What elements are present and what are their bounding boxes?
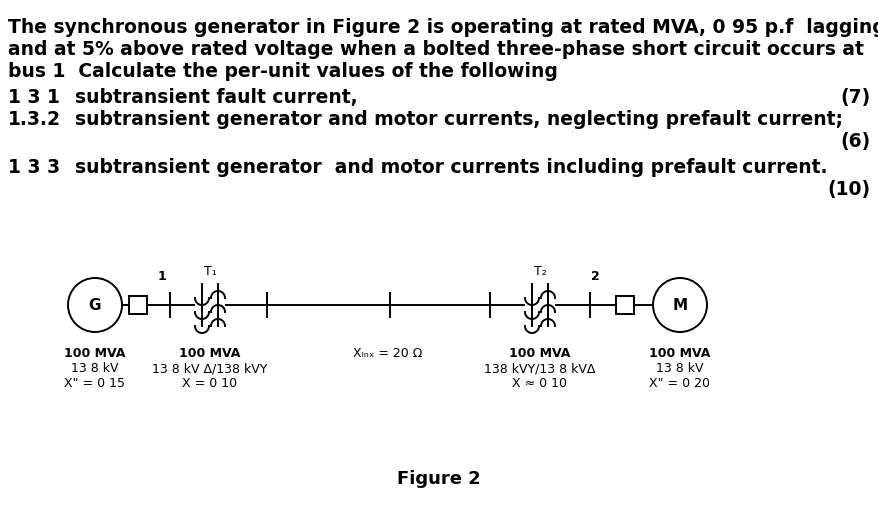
Text: 1: 1 xyxy=(157,270,166,283)
Text: bus 1  Calculate the per-unit values of the following: bus 1 Calculate the per-unit values of t… xyxy=(8,62,558,81)
Bar xyxy=(129,296,147,314)
Text: X = 0 10: X = 0 10 xyxy=(183,377,237,390)
Text: 13 8 kV: 13 8 kV xyxy=(656,362,703,375)
Text: (10): (10) xyxy=(827,180,870,199)
Text: 100 MVA: 100 MVA xyxy=(179,347,241,360)
Text: 2: 2 xyxy=(590,270,599,283)
Text: 100 MVA: 100 MVA xyxy=(64,347,126,360)
Text: subtransient fault current,: subtransient fault current, xyxy=(75,88,357,107)
Text: 1.3.2: 1.3.2 xyxy=(8,110,61,129)
Text: 1 3 3: 1 3 3 xyxy=(8,158,60,177)
Text: G: G xyxy=(89,298,101,312)
Text: X ≈ 0 10: X ≈ 0 10 xyxy=(512,377,567,390)
Bar xyxy=(615,296,633,314)
Text: subtransient generator and motor currents, neglecting prefault current;: subtransient generator and motor current… xyxy=(75,110,842,129)
Text: (7): (7) xyxy=(839,88,870,107)
Text: Figure 2: Figure 2 xyxy=(397,470,480,488)
Text: X" = 0 20: X" = 0 20 xyxy=(649,377,709,390)
Text: The synchronous generator in Figure 2 is operating at rated MVA, 0 95 p.f  laggi: The synchronous generator in Figure 2 is… xyxy=(8,18,878,37)
Text: 13 8 kV: 13 8 kV xyxy=(71,362,119,375)
Text: X" = 0 15: X" = 0 15 xyxy=(64,377,126,390)
Text: 100 MVA: 100 MVA xyxy=(508,347,570,360)
Text: Xₗₙₓ = 20 Ω: Xₗₙₓ = 20 Ω xyxy=(353,347,422,360)
Text: 100 MVA: 100 MVA xyxy=(649,347,710,360)
Text: 1 3 1: 1 3 1 xyxy=(8,88,60,107)
Text: (6): (6) xyxy=(839,132,870,151)
Text: subtransient generator  and motor currents including prefault current.: subtransient generator and motor current… xyxy=(75,158,826,177)
Text: T₂: T₂ xyxy=(533,265,546,278)
Text: T₁: T₁ xyxy=(204,265,216,278)
Text: and at 5% above rated voltage when a bolted three-phase short circuit occurs at: and at 5% above rated voltage when a bol… xyxy=(8,40,863,59)
Text: 138 kVY/13 8 kVΔ: 138 kVY/13 8 kVΔ xyxy=(484,362,595,375)
Text: M: M xyxy=(672,298,687,312)
Text: 13 8 kV Δ/138 kVY: 13 8 kV Δ/138 kVY xyxy=(152,362,268,375)
